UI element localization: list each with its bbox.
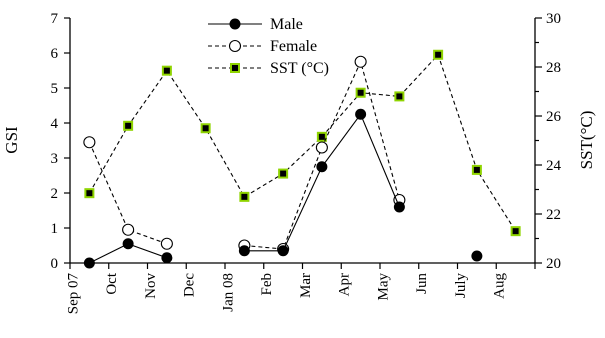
sst-c-line (88, 53, 517, 232)
left-y-tick-label: 4 (51, 116, 59, 132)
right-y-tick-label: 26 (546, 109, 562, 125)
male-point (122, 238, 134, 250)
legend-male-label: Male (270, 16, 303, 33)
legend-sst-c-marker-core (232, 65, 238, 71)
female-point (315, 141, 328, 154)
sst-c-point-core (473, 166, 480, 173)
series (83, 49, 521, 269)
x-tick-label: Jan 08 (220, 273, 236, 312)
left-y-tick-label: 6 (51, 46, 59, 62)
sst-c-point-core (357, 89, 364, 96)
right-y-tick-label: 30 (546, 11, 561, 27)
female-point (354, 55, 367, 68)
x-tick-label: Mar (298, 273, 314, 298)
male-point (393, 201, 405, 213)
x-tick-label: Aug (492, 273, 508, 299)
left-y-tick-label: 5 (51, 81, 59, 97)
female-point (83, 136, 96, 149)
x-tick-label: Apr (337, 273, 353, 296)
female-point (160, 237, 173, 250)
sst-c-point-core (512, 228, 519, 235)
male-point (355, 108, 367, 120)
legend-sst-c-label: SST (°C) (270, 60, 329, 77)
left-y-tick-label: 7 (51, 11, 59, 27)
legend-female-marker (228, 39, 242, 53)
x-tick-label: Oct (104, 272, 120, 294)
sst-c-point-core (435, 51, 442, 58)
sst-c-point-core (163, 67, 170, 74)
ticks: 0 1 2 3 4 5 6 7 20 22 24 26 28 30 Sep 07 Oct Nov Dec Jan 0… (51, 11, 562, 314)
legend-male-marker (229, 18, 241, 30)
left-y-tick-label: 3 (51, 151, 59, 167)
right-y-axis-title: SST(°C) (577, 111, 596, 170)
left-y-tick-label: 0 (51, 256, 59, 272)
male-point (161, 252, 173, 264)
male-point (277, 245, 289, 257)
x-tick-label: July (453, 273, 469, 299)
x-tick-label: Sep 07 (65, 273, 81, 315)
sst-c-point-core (318, 133, 325, 140)
female-line (244, 60, 400, 250)
sst-c-point-core (202, 125, 209, 132)
x-tick-label: Nov (143, 273, 159, 299)
right-y-tick-label: 28 (546, 60, 561, 76)
sst-c-point-core (241, 193, 248, 200)
x-tick-label: May (375, 273, 391, 301)
legend: Male Female SST (°C) (208, 16, 329, 77)
legend-female-label: Female (270, 38, 317, 55)
right-y-tick-label: 22 (546, 207, 561, 223)
male-point (471, 250, 483, 262)
male-point (83, 257, 95, 269)
x-tick-label: Dec (182, 273, 198, 297)
male-point (238, 245, 250, 257)
right-y-tick-label: 24 (546, 158, 562, 174)
female-point (122, 223, 135, 236)
x-tick-label: Feb (259, 273, 275, 296)
sst-c-point-core (396, 93, 403, 100)
sst-c-point-core (125, 122, 132, 129)
sst-c-point-core (86, 190, 93, 197)
male-point (316, 161, 328, 173)
sst-c-point-core (280, 170, 287, 177)
left-y-tick-label: 2 (51, 186, 59, 202)
x-tick-label: Jun (414, 273, 430, 294)
left-y-tick-label: 1 (51, 221, 59, 237)
right-y-tick-label: 20 (546, 256, 561, 272)
left-y-axis-title: GSI (2, 126, 21, 154)
female-line (88, 142, 168, 245)
